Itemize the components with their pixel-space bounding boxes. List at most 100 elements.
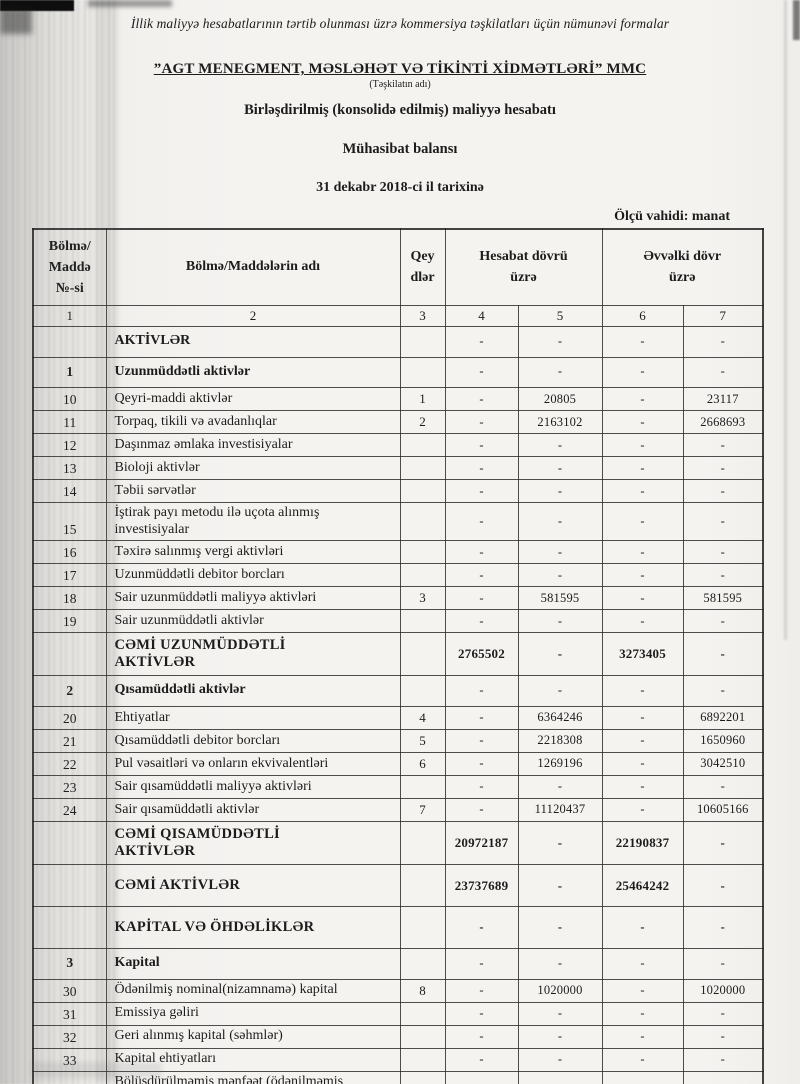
cell-current-col4: - [444, 906, 519, 950]
company-caption: (Təşkilatın adı) [369, 79, 431, 90]
cell-note-ref: 7 [399, 797, 446, 822]
cell-note-ref [399, 540, 446, 565]
report-type-title: Birləşdirilmiş (konsolidə edilmiş) maliy… [244, 102, 556, 118]
table-row: KAPİTAL VƏ ÖHDƏLİKLƏR - - - - [32, 906, 764, 950]
cell-current-col4: 2765502 [444, 632, 519, 677]
cell-previous-col7: - [682, 609, 764, 634]
cell-previous-col7: - [682, 1047, 764, 1072]
cell-item-name: Kapital [105, 948, 401, 980]
cell-section-no: 1 [32, 356, 107, 389]
cell-previous-col7: 10605166 [682, 797, 764, 822]
cell-section-no: 31 [32, 1001, 107, 1026]
cell-note-ref [399, 1024, 446, 1049]
table-row: CƏMİ AKTİVLƏR 23737689 - 25464242 - [32, 864, 764, 908]
cell-section-no: 13 [32, 456, 107, 481]
company-name: ”AGT MENEGMENT, MƏSLƏHƏT VƏ TİKİNTİ XİDM… [153, 61, 647, 77]
table-row: 23 Sair qısamüddətli maliyyə aktivləri -… [32, 774, 764, 799]
cell-previous-col7: - [682, 502, 764, 542]
table-row: CƏMİ QISAMÜDDƏTLİ AKTİVLƏR 20972187 - 22… [32, 820, 764, 866]
unit-note: Ölçü vahidi: manat [614, 209, 730, 224]
cell-previous-col6: - [601, 675, 684, 707]
cell-section-no: 17 [32, 563, 107, 588]
cell-current-col5: - [517, 1047, 603, 1072]
cell-previous-col7: - [682, 456, 764, 481]
cell-previous-col7: - [682, 1001, 764, 1026]
statement-title: Mühasibat balansı [342, 141, 458, 157]
cell-item-name: Torpaq, tikili və avadanlıqlar [105, 410, 401, 435]
cell-previous-col6: - [601, 797, 684, 822]
cell-previous-col7: 2668693 [682, 410, 764, 435]
cell-previous-col7: - [682, 906, 764, 950]
cell-previous-col6: - [601, 1070, 684, 1084]
cell-section-no: 15 [32, 502, 107, 542]
cell-current-col4: - [444, 502, 519, 542]
table-row: 1 Uzunmüddətli aktivlər - - - - [32, 356, 764, 389]
cell-item-name: İştirak payı metodu ilə uçota alınmış in… [105, 502, 401, 542]
table-row: 16 Təxirə salınmış vergi aktivləri - - -… [32, 540, 764, 565]
cell-current-col5: 581595 [517, 586, 603, 611]
table-row: 15 İştirak payı metodu ilə uçota alınmış… [32, 502, 764, 542]
column-number-3: 3 [399, 305, 446, 327]
cell-previous-col7: 6892201 [682, 705, 764, 730]
cell-current-col4: - [444, 1047, 519, 1072]
cell-section-no: 20 [32, 705, 107, 730]
cell-section-no: 23 [32, 774, 107, 799]
cell-current-col5: - [517, 1001, 603, 1026]
cell-previous-col7: 1020000 [682, 978, 764, 1003]
cell-note-ref [399, 609, 446, 634]
cell-current-col5: 2218308 [517, 728, 603, 753]
table-row: 14 Təbii sərvətlər - - - - [32, 479, 764, 504]
cell-section-no: 11 [32, 410, 107, 435]
cell-previous-col6: - [601, 479, 684, 504]
cell-section-no [32, 906, 107, 950]
cell-item-name: Geri alınmış kapital (səhmlər) [105, 1024, 401, 1049]
cell-current-col4: - [444, 948, 519, 980]
cell-section-no: 34 [32, 1070, 107, 1084]
table-row: 34 Bölüşdürülməmiş mənfəət (ödənilməmiş … [32, 1070, 764, 1084]
column-number-7: 7 [682, 305, 764, 327]
cell-current-col5: - [517, 433, 603, 458]
cell-current-col4: - [444, 387, 519, 412]
table-header: Bölmə/ Maddə №-si Bölmə/Maddələrin adı Q… [32, 228, 764, 327]
cell-note-ref: 8 [399, 978, 446, 1003]
cell-current-col5: - [517, 820, 603, 866]
cell-note-ref: 2 [399, 410, 446, 435]
cell-section-no: 21 [32, 728, 107, 753]
cell-previous-col6: - [601, 978, 684, 1003]
table-row: 24 Sair qısamüddətli aktivlər 7 - 111204… [32, 797, 764, 822]
cell-current-col4: - [444, 433, 519, 458]
cell-note-ref [399, 774, 446, 799]
as-of-date: 31 dekabr 2018-ci il tarixinə [316, 180, 484, 195]
table-row: 10 Qeyri-maddi aktivlər 1 - 20805 - 2311… [32, 387, 764, 412]
cell-current-col5: - [517, 632, 603, 677]
cell-current-col4: - [444, 326, 519, 358]
cell-previous-col7: 11529184 [682, 1070, 764, 1084]
cell-current-col4: - [444, 1024, 519, 1049]
table-row: 12 Daşınmaz əmlaka investisiyalar - - - … [32, 433, 764, 458]
cell-item-name: Sair uzunmüddətli maliyyə aktivləri [105, 586, 401, 611]
cell-previous-col6: - [601, 705, 684, 730]
cell-item-name: Qeyri-maddi aktivlər [105, 387, 401, 412]
form-note: İllik maliyyə hesabatlarının tərtib olun… [130, 16, 670, 31]
cell-previous-col6: - [601, 410, 684, 435]
cell-previous-col7: - [682, 433, 764, 458]
cell-item-name: Bölüşdürülməmiş mənfəət (ödənilməmiş zər… [105, 1070, 401, 1084]
cell-note-ref [399, 326, 446, 358]
cell-current-col4: - [444, 479, 519, 504]
table-row: 22 Pul vəsaitləri və onların ekvivalentl… [32, 751, 764, 776]
header-notes: Qey dlər [399, 228, 446, 306]
cell-previous-col7: - [682, 864, 764, 908]
cell-item-name: Kapital ehtiyatları [105, 1047, 401, 1072]
cell-item-name: Sair qısamüddətli aktivlər [105, 797, 401, 822]
cell-current-col5: - [517, 502, 603, 542]
cell-current-col5: - [517, 326, 603, 358]
column-number-1: 1 [32, 305, 107, 327]
cell-previous-col7: - [682, 479, 764, 504]
cell-note-ref [399, 864, 446, 908]
cell-current-col5: - [517, 948, 603, 980]
cell-current-col5: 2163102 [517, 410, 603, 435]
cell-section-no [32, 864, 107, 908]
cell-section-no: 14 [32, 479, 107, 504]
cell-item-name: KAPİTAL VƏ ÖHDƏLİKLƏR [105, 906, 401, 950]
